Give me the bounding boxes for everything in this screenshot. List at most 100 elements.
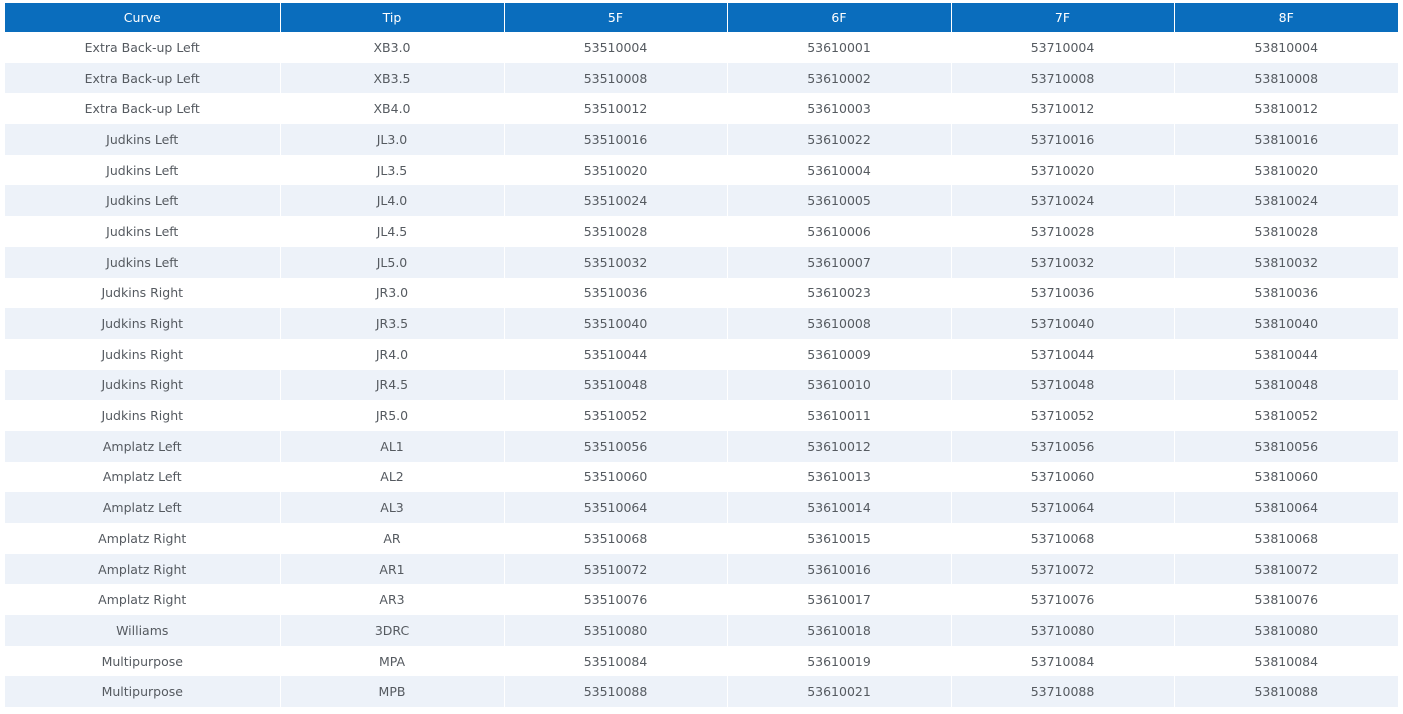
cell-curve: Judkins Right [5,338,280,370]
cell-tip: JL3.0 [279,124,504,155]
cell-8f: 53810036 [1173,277,1398,309]
cell-7f: 53710008 [950,62,1174,94]
cell-8f: 53810024 [1173,185,1398,217]
table-row: Amplatz Right AR 53510068 53610015 53710068 5… [5,523,1398,554]
cell-tip: JL3.5 [279,154,504,186]
cell-6f: 53610014 [726,492,951,523]
cell-5f: 53510052 [503,400,727,431]
cell-7f: 53710004 [950,32,1174,63]
cell-6f: 53610008 [726,308,951,339]
table-row: Amplatz Left AL1 53510056 53610012 53710056 5… [5,430,1398,462]
cell-curve: Judkins Left [5,216,280,247]
cell-5f: 53510008 [503,62,727,94]
cell-5f: 53510056 [503,430,727,462]
cell-5f: 53510024 [503,185,727,217]
column-header-5f: 5F [503,3,727,32]
cell-curve: Extra Back-up Left [5,62,280,94]
table-row: Judkins Left JL5.0 53510032 53610007 5371003… [5,246,1398,278]
cell-curve: Judkins Left [5,246,280,278]
cell-curve: Judkins Right [5,400,280,431]
cell-8f: 53810052 [1173,400,1398,431]
table-row: Amplatz Left AL2 53510060 53610013 53710060 5… [5,461,1398,493]
cell-8f: 53810044 [1173,338,1398,370]
column-header-7f: 7F [950,3,1174,32]
table-row: Judkins Right JR4.5 53510048 53610010 537100… [5,369,1398,401]
cell-tip: 3DRC [279,615,504,646]
cell-curve: Extra Back-up Left [5,32,280,63]
cell-6f: 53610006 [726,216,951,247]
cell-tip: JR4.5 [279,369,504,401]
cell-6f: 53610015 [726,523,951,554]
cell-6f: 53610018 [726,615,951,646]
cell-tip: AR3 [279,584,504,616]
table-row: Extra Back-up Left XB3.5 53510008 53610002 5… [5,62,1398,94]
cell-5f: 53510036 [503,277,727,309]
table-row: Judkins Left JL4.5 53510028 53610006 5371002… [5,216,1398,247]
column-header-tip: Tip [279,3,504,32]
cell-6f: 53610005 [726,185,951,217]
cell-curve: Judkins Right [5,308,280,339]
cell-6f: 53610017 [726,584,951,616]
cell-curve: Amplatz Left [5,492,280,523]
cell-8f: 53810016 [1173,124,1398,155]
cell-7f: 53710036 [950,277,1174,309]
column-header-6f: 6F [726,3,951,32]
cell-6f: 53610002 [726,62,951,94]
table-row: Amplatz Right AR3 53510076 53610017 53710076… [5,584,1398,616]
cell-7f: 53710028 [950,216,1174,247]
cell-tip: JR5.0 [279,400,504,431]
cell-8f: 53810048 [1173,369,1398,401]
cell-tip: JR3.5 [279,308,504,339]
table-row: Williams 3DRC 53510080 53610018 53710080 5381… [5,615,1398,646]
cell-7f: 53710064 [950,492,1174,523]
cell-5f: 53510068 [503,523,727,554]
cell-5f: 53510020 [503,154,727,186]
cell-6f: 53610019 [726,645,951,677]
cell-8f: 53810028 [1173,216,1398,247]
cell-8f: 53810088 [1173,676,1398,708]
table-row: Extra Back-up Left XB3.0 53510004 53610001 5… [5,32,1398,63]
cell-tip: XB3.5 [279,62,504,94]
cell-6f: 53610009 [726,338,951,370]
cell-8f: 53810076 [1173,584,1398,616]
cell-curve: Multipurpose [5,676,280,708]
table-row: Amplatz Right AR1 53510072 53610016 53710072… [5,553,1398,585]
cell-7f: 53710060 [950,461,1174,493]
cell-tip: JL5.0 [279,246,504,278]
cell-7f: 53710080 [950,615,1174,646]
cell-6f: 53610021 [726,676,951,708]
cell-5f: 53510064 [503,492,727,523]
cell-8f: 53810064 [1173,492,1398,523]
cell-8f: 53810084 [1173,645,1398,677]
cell-7f: 53710056 [950,430,1174,462]
cell-5f: 53510084 [503,645,727,677]
header-row: Curve Tip 5F 6F 7F 8F [5,3,1398,32]
cell-curve: Extra Back-up Left [5,93,280,125]
cell-curve: Amplatz Right [5,584,280,616]
cell-7f: 53710076 [950,584,1174,616]
cell-tip: MPA [279,645,504,677]
cell-curve: Judkins Left [5,154,280,186]
cell-5f: 53510048 [503,369,727,401]
table-row: Multipurpose MPA 53510084 53610019 53710084 5… [5,645,1398,677]
cell-6f: 53610010 [726,369,951,401]
cell-8f: 53810056 [1173,430,1398,462]
cell-tip: XB4.0 [279,93,504,125]
cell-curve: Amplatz Right [5,523,280,554]
cell-7f: 53710088 [950,676,1174,708]
cell-curve: Judkins Left [5,124,280,155]
cell-curve: Judkins Left [5,185,280,217]
cell-5f: 53510072 [503,553,727,585]
cell-5f: 53510080 [503,615,727,646]
cell-tip: AL3 [279,492,504,523]
cell-8f: 53810072 [1173,553,1398,585]
cell-5f: 53510060 [503,461,727,493]
cell-8f: 53810040 [1173,308,1398,339]
cell-tip: XB3.0 [279,32,504,63]
table-row: Judkins Left JL4.0 53510024 53610005 5371002… [5,185,1398,217]
table-row: Judkins Right JR3.5 53510040 53610008 537100… [5,308,1398,339]
cell-7f: 53710040 [950,308,1174,339]
cell-5f: 53510032 [503,246,727,278]
column-header-curve: Curve [5,3,280,32]
cell-curve: Judkins Right [5,277,280,309]
